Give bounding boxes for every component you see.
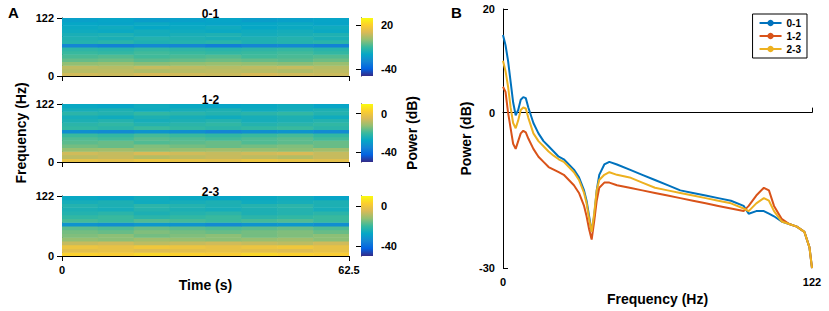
svg-text:20: 20 bbox=[381, 19, 393, 31]
svg-text:0: 0 bbox=[500, 276, 506, 288]
svg-text:-40: -40 bbox=[381, 240, 397, 252]
svg-text:122: 122 bbox=[36, 190, 54, 202]
svg-text:Power (dB): Power (dB) bbox=[458, 102, 474, 176]
svg-text:-40: -40 bbox=[381, 146, 397, 158]
svg-text:B: B bbox=[451, 4, 462, 21]
svg-text:0-1: 0-1 bbox=[787, 18, 802, 29]
svg-text:Frequency (Hz): Frequency (Hz) bbox=[13, 82, 29, 183]
svg-text:0: 0 bbox=[489, 107, 495, 119]
svg-text:0: 0 bbox=[48, 70, 54, 82]
svg-text:0: 0 bbox=[48, 156, 54, 168]
svg-text:0: 0 bbox=[48, 250, 54, 262]
svg-text:1-2: 1-2 bbox=[787, 31, 802, 42]
svg-text:A: A bbox=[8, 4, 19, 21]
svg-text:-30: -30 bbox=[479, 262, 495, 274]
svg-text:2-3: 2-3 bbox=[787, 44, 802, 55]
svg-text:20: 20 bbox=[483, 3, 495, 15]
svg-text:122: 122 bbox=[36, 98, 54, 110]
svg-text:1-2: 1-2 bbox=[202, 93, 220, 107]
svg-text:122: 122 bbox=[36, 12, 54, 24]
svg-text:0-1: 0-1 bbox=[202, 7, 220, 21]
svg-text:0: 0 bbox=[381, 200, 387, 212]
svg-text:62.5: 62.5 bbox=[338, 264, 359, 276]
svg-text:0: 0 bbox=[381, 108, 387, 120]
svg-text:2-3: 2-3 bbox=[202, 185, 220, 199]
svg-text:Time (s): Time (s) bbox=[179, 277, 232, 293]
svg-text:Frequency (Hz): Frequency (Hz) bbox=[607, 291, 708, 307]
svg-text:0: 0 bbox=[59, 264, 65, 276]
svg-text:-40: -40 bbox=[381, 63, 397, 75]
svg-text:122: 122 bbox=[803, 276, 821, 288]
svg-text:Power (dB): Power (dB) bbox=[404, 96, 420, 170]
